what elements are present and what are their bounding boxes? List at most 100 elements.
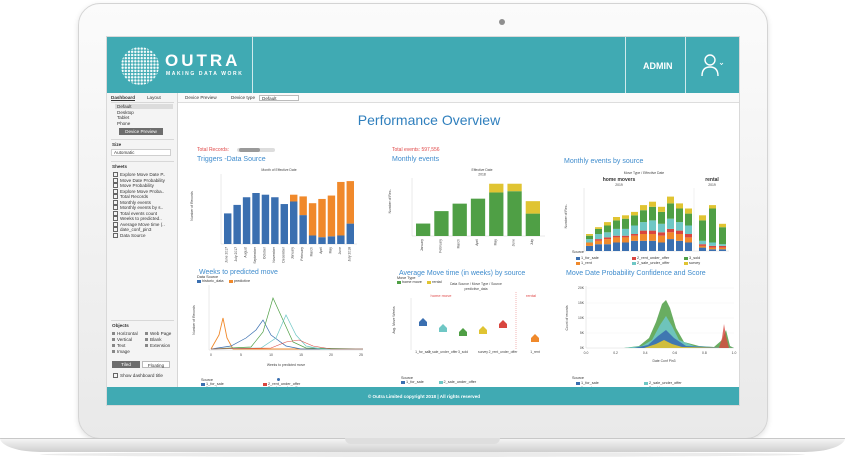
bar[interactable]	[622, 242, 629, 252]
bar[interactable]	[667, 203, 674, 219]
bar[interactable]	[280, 204, 288, 244]
device-preview-button[interactable]: Device Preview	[119, 128, 163, 135]
admin-label[interactable]: ADMIN	[643, 61, 673, 71]
bar[interactable]	[416, 223, 431, 236]
bar[interactable]	[676, 234, 683, 241]
sheet-item[interactable]: Move Date Probability	[113, 178, 165, 183]
bar[interactable]	[604, 237, 611, 240]
bar[interactable]	[327, 236, 336, 244]
bar[interactable]	[452, 203, 467, 236]
sheet-item[interactable]: Monthly events	[113, 200, 151, 205]
user-icon[interactable]	[699, 52, 725, 78]
bar[interactable]	[586, 245, 593, 251]
house-marker-icon[interactable]	[419, 318, 427, 326]
sheet-item[interactable]: Explore Move Date P..	[113, 172, 165, 177]
bar[interactable]	[613, 235, 620, 238]
bar[interactable]	[699, 240, 706, 245]
device-type-select[interactable]: Default	[259, 94, 299, 101]
bar[interactable]	[640, 205, 647, 211]
bar[interactable]	[631, 211, 638, 216]
bar[interactable]	[667, 232, 674, 240]
probability-chart[interactable]: Count of records 0K 5K 10K 15K 20K 0.0 0.2 0.4…	[564, 280, 739, 374]
bar[interactable]	[649, 240, 656, 251]
triggers-chart[interactable]: Month of Effective Date Number of Record…	[189, 166, 359, 272]
bar[interactable]	[649, 206, 656, 221]
bar[interactable]	[640, 234, 647, 241]
bar[interactable]	[649, 234, 656, 241]
bar[interactable]	[667, 228, 674, 233]
bar[interactable]	[685, 225, 692, 235]
bar[interactable]	[613, 217, 620, 221]
bar[interactable]	[719, 227, 726, 245]
object-vertical[interactable]: Vertical	[112, 337, 132, 342]
bar[interactable]	[676, 203, 683, 209]
sheet-item[interactable]: Move Probability	[113, 183, 154, 188]
bar[interactable]	[290, 194, 298, 202]
object-horizontal[interactable]: Horizontal	[112, 331, 138, 336]
bar[interactable]	[337, 235, 345, 245]
object-image[interactable]: Image	[112, 349, 130, 354]
bar[interactable]	[613, 237, 620, 243]
bar[interactable]	[507, 191, 522, 236]
bar[interactable]	[595, 227, 602, 229]
bar[interactable]	[631, 225, 638, 235]
bar[interactable]	[507, 183, 522, 192]
bar[interactable]	[658, 232, 665, 236]
bar[interactable]	[595, 239, 602, 241]
total-records-scrollbar[interactable]	[237, 148, 275, 152]
device-item-phone[interactable]: Phone	[117, 120, 131, 126]
size-select[interactable]: Automatic	[111, 149, 171, 156]
tiled-button[interactable]: Tiled	[112, 361, 140, 368]
house-marker-icon[interactable]	[499, 320, 507, 328]
bar[interactable]	[346, 223, 354, 244]
bar[interactable]	[337, 181, 345, 236]
bar[interactable]	[719, 249, 726, 251]
bar[interactable]	[622, 237, 629, 243]
bar[interactable]	[699, 247, 706, 251]
bar[interactable]	[613, 242, 620, 252]
bar[interactable]	[699, 244, 706, 246]
bar[interactable]	[290, 201, 298, 245]
sheet-item[interactable]: Data Source	[113, 233, 146, 238]
monthly-source-chart[interactable]: Move Type / Effective Date home movers 2…	[564, 166, 734, 256]
device-item-default[interactable]: Default	[115, 104, 173, 109]
house-marker-icon[interactable]	[531, 334, 539, 342]
bar[interactable]	[224, 213, 232, 244]
sheet-item[interactable]: Total events count	[113, 211, 157, 216]
bar[interactable]	[719, 247, 726, 250]
tab-dashboard[interactable]: Dashboard	[111, 95, 135, 100]
bar[interactable]	[709, 247, 716, 250]
bar[interactable]	[658, 223, 665, 233]
bar[interactable]	[676, 230, 683, 234]
bar[interactable]	[719, 244, 726, 246]
bar[interactable]	[699, 245, 706, 248]
bar[interactable]	[685, 213, 692, 226]
bar[interactable]	[667, 196, 674, 204]
bar[interactable]	[667, 218, 674, 229]
bar[interactable]	[318, 237, 326, 244]
object-extension[interactable]: Extension	[145, 343, 170, 348]
bar[interactable]	[595, 240, 602, 245]
bar[interactable]	[595, 244, 602, 251]
bar[interactable]	[586, 239, 593, 243]
bar[interactable]	[299, 215, 307, 244]
bar[interactable]	[658, 242, 665, 252]
bar[interactable]	[699, 220, 706, 241]
bar[interactable]	[261, 194, 270, 244]
bar[interactable]	[622, 228, 629, 236]
show-title-checkbox[interactable]: Show dashboard title	[113, 373, 163, 378]
bar[interactable]	[699, 215, 706, 221]
bar[interactable]	[649, 201, 656, 207]
sheet-item[interactable]: Monthly events by s..	[113, 205, 163, 210]
bar[interactable]	[586, 234, 593, 236]
bar[interactable]	[604, 244, 611, 251]
weeks-chart[interactable]: Number of Records 0 5 10 15 20 25 Weeks to pr…	[191, 280, 366, 378]
bar[interactable]	[640, 222, 647, 231]
bar[interactable]	[685, 237, 692, 243]
bar[interactable]	[586, 242, 593, 246]
bar[interactable]	[242, 197, 251, 244]
bar[interactable]	[709, 208, 716, 243]
bar[interactable]	[308, 235, 317, 245]
bar[interactable]	[622, 218, 629, 229]
bar[interactable]	[233, 204, 241, 244]
